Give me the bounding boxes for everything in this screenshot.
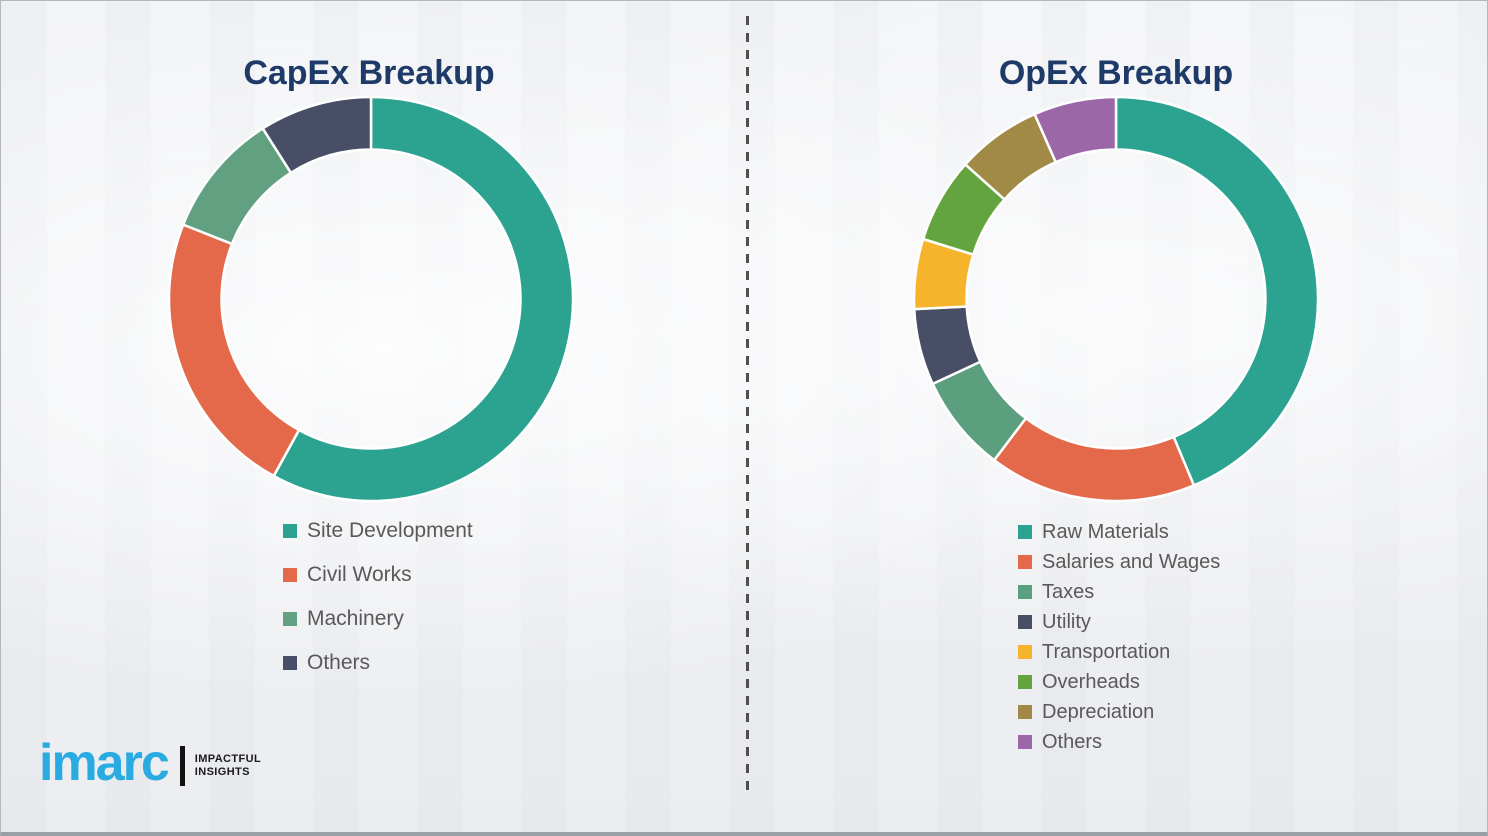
legend-swatch bbox=[283, 568, 297, 582]
legend-swatch bbox=[283, 612, 297, 626]
legend-item: Others bbox=[1018, 727, 1220, 757]
donut-segment-raw-materials bbox=[1114, 95, 1320, 487]
legend-label: Salaries and Wages bbox=[1042, 550, 1221, 573]
legend-label: Transportation bbox=[1042, 640, 1171, 663]
legend-swatch bbox=[283, 656, 297, 670]
donut-segment-others bbox=[261, 95, 373, 175]
panel-divider-dashed-line bbox=[746, 16, 749, 794]
donut-segment-salaries-and-wages bbox=[992, 417, 1196, 503]
legend-item: Raw Materials bbox=[1018, 517, 1220, 547]
legend-swatch bbox=[1018, 675, 1032, 689]
legend-item: Salaries and Wages bbox=[1018, 547, 1220, 577]
donut-segment-civil-works bbox=[167, 223, 301, 478]
legend-swatch bbox=[1018, 585, 1032, 599]
legend-item: Utility bbox=[1018, 607, 1220, 637]
legend-item: Depreciation bbox=[1018, 697, 1220, 727]
legend-swatch bbox=[1018, 615, 1032, 629]
legend-label: Overheads bbox=[1042, 670, 1140, 693]
opex-donut-chart bbox=[912, 95, 1320, 503]
legend-swatch bbox=[1018, 735, 1032, 749]
legend-item: Taxes bbox=[1018, 577, 1220, 607]
legend-label: Machinery bbox=[307, 607, 404, 630]
legend-item: Civil Works bbox=[283, 553, 473, 597]
imarc-logo-wordmark: imarc bbox=[39, 734, 170, 792]
logo-tagline-line1: IMPACTFUL bbox=[194, 753, 262, 765]
legend-label: Depreciation bbox=[1042, 700, 1155, 723]
legend-swatch bbox=[1018, 525, 1032, 539]
legend-item: Overheads bbox=[1018, 667, 1220, 697]
capex-chart-title: CapEx Breakup bbox=[243, 53, 495, 92]
donut-segment-site-development bbox=[272, 95, 575, 503]
legend-item: Site Development bbox=[283, 509, 473, 553]
capex-donut-chart bbox=[167, 95, 575, 503]
opex-chart-title: OpEx Breakup bbox=[998, 53, 1234, 92]
legend-swatch bbox=[1018, 705, 1032, 719]
legend-label: Utility bbox=[1042, 610, 1091, 633]
legend-item: Others bbox=[283, 641, 473, 685]
legend-swatch bbox=[1018, 555, 1032, 569]
legend-label: Site Development bbox=[307, 519, 473, 542]
legend-label: Civil Works bbox=[307, 563, 412, 586]
legend-label: Raw Materials bbox=[1042, 520, 1169, 543]
capex-legend: Site Development Civil Works Machinery Othe… bbox=[283, 509, 473, 685]
logo-divider-bar bbox=[179, 746, 185, 786]
legend-label: Others bbox=[307, 651, 371, 674]
legend-swatch bbox=[1018, 645, 1032, 659]
imarc-logo: imarc IMPACTFUL INSIGHTS bbox=[39, 737, 261, 789]
donut-segment-others bbox=[1033, 95, 1118, 164]
legend-item: Machinery bbox=[283, 597, 473, 641]
opex-legend: Raw Materials Salaries and Wages Taxes Util… bbox=[1018, 517, 1220, 757]
legend-swatch bbox=[283, 524, 297, 538]
legend-label: Others bbox=[1042, 730, 1103, 753]
legend-label: Taxes bbox=[1042, 580, 1095, 603]
legend-item: Transportation bbox=[1018, 637, 1220, 667]
logo-tagline-line2: INSIGHTS bbox=[194, 766, 250, 778]
logo-tagline: IMPACTFUL INSIGHTS bbox=[195, 753, 261, 779]
